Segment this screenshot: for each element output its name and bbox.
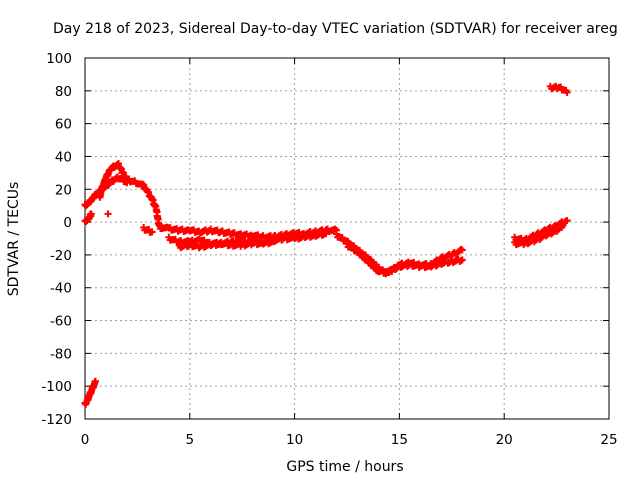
data-point bbox=[270, 238, 278, 246]
y-tick-label: 60 bbox=[55, 117, 72, 133]
data-point bbox=[360, 252, 368, 260]
data-point bbox=[87, 210, 95, 218]
x-tick-label: 0 bbox=[81, 432, 90, 448]
data-point bbox=[563, 216, 571, 224]
y-tick-label: 20 bbox=[55, 182, 72, 198]
y-tick-label: -100 bbox=[41, 379, 72, 395]
plot-frame bbox=[84, 57, 610, 420]
data-point bbox=[104, 210, 112, 218]
y-tick-label: 100 bbox=[46, 51, 72, 67]
data-point bbox=[458, 256, 466, 264]
data-point bbox=[91, 377, 99, 385]
x-tick-label: 15 bbox=[391, 432, 408, 448]
x-tick-labels: 0 5 10 15 20 25 bbox=[81, 432, 618, 448]
y-tick-label: 0 bbox=[63, 215, 72, 231]
data-point bbox=[458, 246, 466, 254]
y-tick-label: 40 bbox=[55, 149, 72, 165]
y-tick-label: -80 bbox=[50, 346, 72, 362]
data-point bbox=[559, 221, 567, 229]
grid-lines bbox=[85, 58, 609, 419]
x-axis-label: GPS time / hours bbox=[286, 459, 403, 475]
data-point bbox=[355, 247, 363, 255]
data-point bbox=[123, 179, 131, 187]
x-tick-label: 25 bbox=[600, 432, 617, 448]
y-tick-label: 80 bbox=[55, 84, 72, 100]
y-tick-label: -40 bbox=[50, 281, 72, 297]
plot-border bbox=[84, 57, 610, 420]
y-tick-labels: -120 -100 -80 -60 -40 -20 0 20 40 60 80 100 bbox=[41, 51, 72, 428]
x-tick-label: 5 bbox=[186, 432, 195, 448]
y-tick-label: -120 bbox=[41, 412, 72, 428]
y-tick-label: -60 bbox=[50, 314, 72, 330]
y-tick-label: -20 bbox=[50, 248, 72, 264]
y-axis-label: SDTVAR / TECUs bbox=[6, 182, 22, 297]
chart-title: Day 218 of 2023, Sidereal Day-to-day VTE… bbox=[53, 21, 618, 37]
data-point bbox=[563, 88, 571, 96]
data-point bbox=[366, 258, 374, 266]
data-points bbox=[81, 82, 571, 408]
data-point bbox=[148, 228, 156, 236]
x-tick-label: 20 bbox=[496, 432, 513, 448]
data-point bbox=[371, 263, 379, 271]
x-tick-label: 10 bbox=[286, 432, 303, 448]
data-point bbox=[322, 230, 330, 238]
